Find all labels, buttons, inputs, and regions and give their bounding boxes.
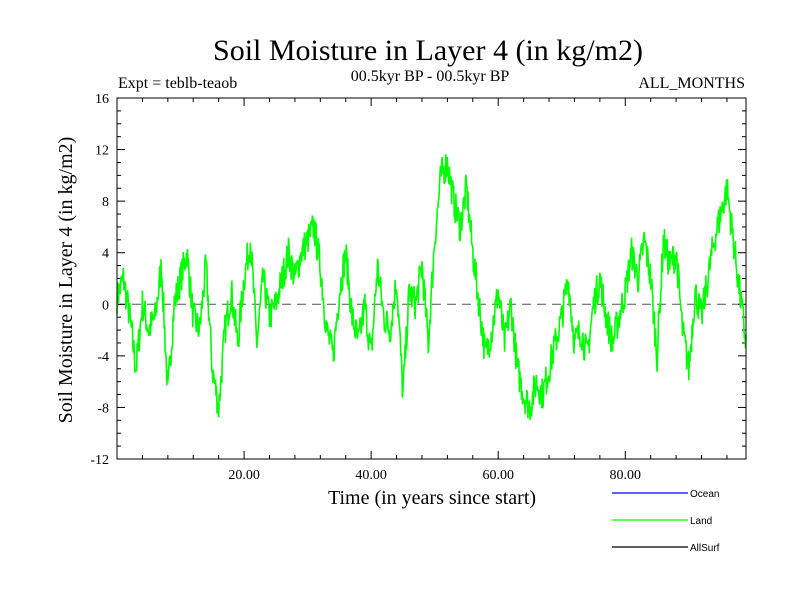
y-tick-label: -8 bbox=[97, 401, 109, 416]
x-tick-label: 20.00 bbox=[228, 468, 260, 483]
y-tick-label: 4 bbox=[102, 247, 109, 262]
months-label: ALL_MONTHS bbox=[638, 75, 745, 92]
axis-ticks bbox=[116, 97, 746, 460]
y-tick-labels: -12 -8 -4 0 4 8 12 16 bbox=[90, 92, 109, 468]
y-tick-label: 12 bbox=[95, 144, 109, 159]
x-tick-labels: 20.00 40.00 60.00 80.00 bbox=[228, 468, 641, 483]
legend-label: Land bbox=[690, 516, 712, 527]
x-axis-label: Time (in years since start) bbox=[328, 487, 536, 509]
x-tick-label: 40.00 bbox=[355, 468, 387, 483]
plot-frame bbox=[116, 97, 747, 460]
y-axis-label: Soil Moisture in Layer 4 (in kg/m2) bbox=[55, 137, 77, 424]
y-tick-label: 8 bbox=[102, 195, 109, 210]
x-tick-label: 80.00 bbox=[610, 468, 642, 483]
y-tick-label: 0 bbox=[102, 298, 109, 313]
land-series-line bbox=[116, 154, 747, 420]
y-tick-label: -4 bbox=[97, 350, 109, 365]
experiment-label: Expt = teblb-teaob bbox=[118, 75, 237, 92]
legend-label: AllSurf bbox=[690, 543, 720, 554]
legend-label: Ocean bbox=[690, 489, 719, 500]
land-series bbox=[116, 154, 747, 420]
y-tick-label: 16 bbox=[95, 92, 109, 107]
chart-title: Soil Moisture in Layer 4 (in kg/m2) bbox=[213, 34, 643, 67]
period-label: 00.5kyr BP - 00.5kyr BP bbox=[351, 68, 510, 85]
legend: Ocean Land AllSurf bbox=[612, 489, 720, 554]
x-tick-label: 60.00 bbox=[482, 468, 514, 483]
y-tick-label: -12 bbox=[90, 453, 109, 468]
